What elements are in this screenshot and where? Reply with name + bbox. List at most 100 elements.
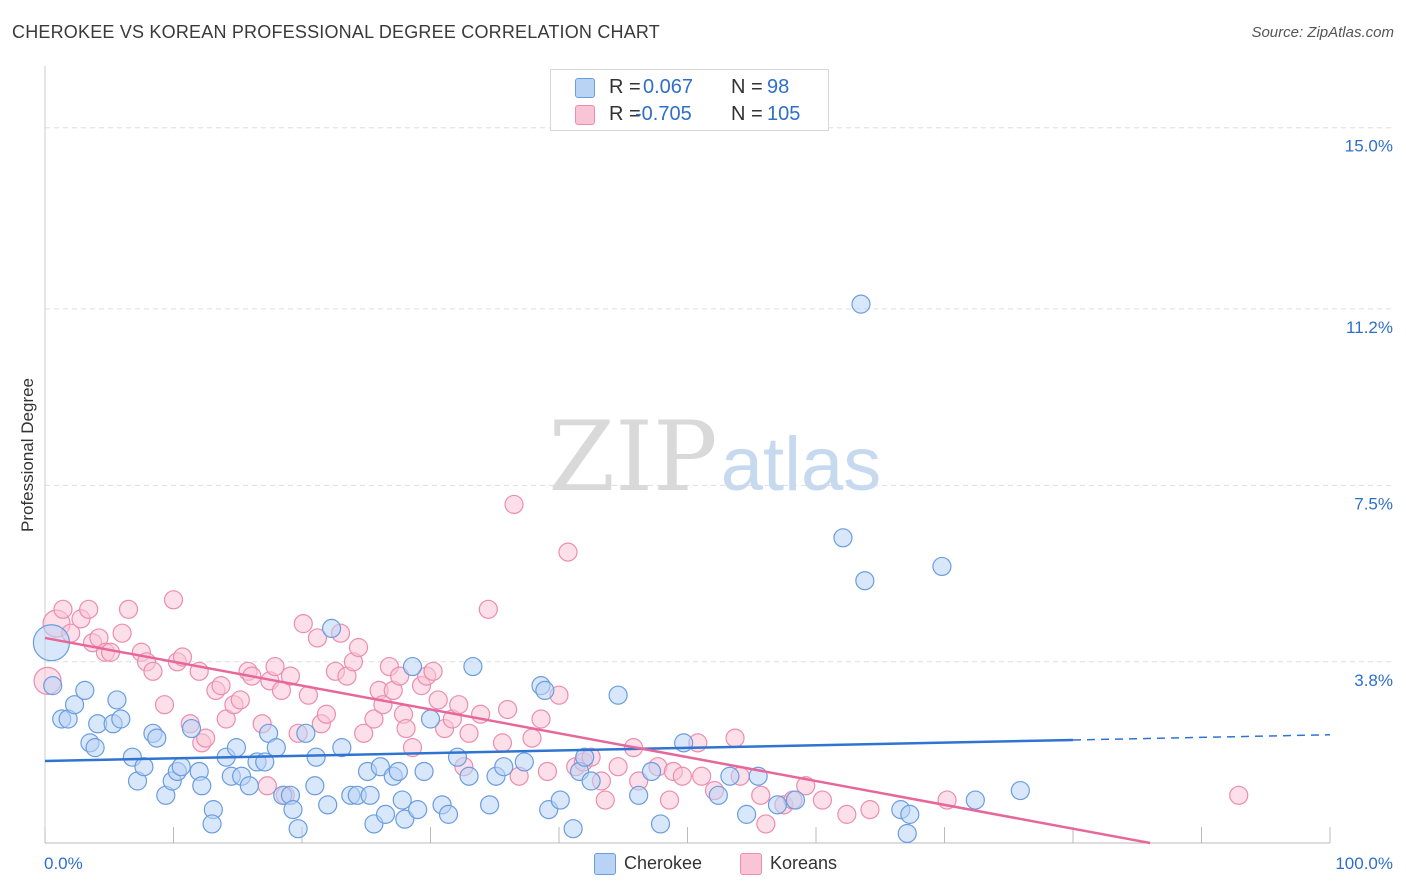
cherokee-point — [408, 800, 428, 820]
koreans-point — [196, 728, 216, 748]
koreans-point — [307, 628, 328, 648]
y-tick-label: 7.5% — [1354, 494, 1393, 513]
koreans-point — [659, 790, 680, 810]
koreans-point — [348, 637, 369, 658]
koreans-point — [692, 766, 712, 786]
koreans-point — [558, 542, 578, 562]
cherokee-point — [85, 738, 105, 758]
cherokee-point — [402, 656, 423, 677]
legend-swatch-cherokee — [594, 853, 616, 875]
cherokee-point — [134, 757, 154, 777]
koreans-point — [608, 757, 628, 777]
koreans-point — [595, 790, 615, 810]
legend-r-value: 0.067 — [643, 76, 694, 98]
cherokee-point — [629, 785, 649, 805]
x-tick-label: 0.0% — [44, 854, 83, 873]
legend-swatch-koreans — [740, 853, 762, 875]
cherokee-trend-extension — [1072, 733, 1331, 741]
cherokee-point — [438, 804, 459, 824]
koreans-point — [402, 738, 423, 758]
legend-n-value: 105 — [767, 103, 801, 125]
cherokee-point — [239, 776, 259, 796]
koreans-series — [33, 494, 1249, 834]
tick-labels: 3.8% 7.5% 11.2% 15.0% 0.0% 100.0% — [44, 137, 1393, 873]
cherokee-point — [932, 556, 952, 577]
koreans-point — [280, 666, 301, 686]
cherokee-point — [202, 814, 222, 834]
cherokee-point — [370, 757, 390, 777]
cherokee-point — [851, 294, 871, 314]
koreans-point — [837, 804, 857, 824]
legend-n-value: 98 — [767, 76, 790, 98]
y-tick-label: 3.8% — [1354, 671, 1393, 690]
cherokee-point — [1010, 780, 1030, 801]
koreans-point — [672, 766, 692, 786]
koreans-point — [354, 723, 374, 743]
cherokee-point — [480, 795, 500, 815]
cherokee-point — [296, 723, 316, 743]
koreans-point — [428, 690, 448, 710]
koreans-point — [53, 599, 73, 619]
cherokee-point — [171, 757, 191, 777]
koreans-point — [211, 676, 231, 696]
cherokee-point — [414, 761, 434, 782]
grid — [45, 127, 1395, 663]
koreans-point — [522, 728, 542, 748]
cherokee-point — [447, 747, 468, 767]
legend-swatch-koreans — [575, 105, 595, 125]
cherokee-point — [608, 685, 628, 705]
cherokee-point — [107, 690, 127, 710]
cherokee-point — [375, 804, 396, 824]
koreans-point — [293, 614, 313, 634]
legend-row-koreans: R = -0.705 N = 105 — [551, 101, 828, 127]
koreans-point — [1229, 785, 1249, 805]
x-tick-label: 100.0% — [1335, 854, 1393, 873]
correlation-legend: R = 0.067 N = 98 R = -0.705 N = 105 — [550, 69, 829, 131]
cherokee-point — [641, 761, 662, 782]
cherokee-point — [147, 728, 167, 748]
cherokee-point — [43, 676, 63, 696]
legend-r-value: -0.705 — [635, 103, 692, 125]
koreans-point — [143, 661, 163, 681]
cherokee-point — [395, 809, 415, 829]
cherokee-point — [192, 776, 212, 796]
cherokee-point — [575, 747, 595, 767]
cherokee-point — [494, 757, 514, 777]
legend-r-label: R = — [609, 76, 641, 98]
koreans-point — [79, 599, 99, 619]
cherokee-point — [785, 790, 806, 810]
axes — [44, 66, 1331, 844]
koreans-point — [265, 656, 285, 677]
cherokee-point — [563, 819, 583, 839]
koreans-point — [812, 790, 833, 810]
koreans-point — [492, 733, 513, 753]
cherokee-point — [181, 718, 202, 739]
cherokee-point — [514, 752, 534, 772]
cherokee-point — [226, 738, 247, 758]
koreans-point — [390, 666, 410, 686]
legend-n-label: N = — [731, 103, 763, 125]
koreans-point — [396, 718, 416, 739]
cherokee-point — [75, 680, 95, 701]
cherokee-point — [900, 804, 920, 824]
cherokee-point — [420, 709, 441, 729]
cherokee-point — [463, 656, 483, 677]
cherokee-point — [360, 785, 380, 805]
legend-label-koreans: Koreans — [770, 853, 838, 873]
source-label: Source: ZipAtlas.com — [1251, 24, 1394, 41]
legend-swatch-cherokee — [575, 78, 595, 98]
cherokee-point — [581, 771, 601, 791]
cherokee-point — [767, 795, 788, 815]
cherokee-point — [855, 571, 875, 591]
cherokee-point — [737, 804, 757, 824]
cherokee-point — [266, 738, 286, 758]
cherokee-point — [720, 766, 740, 786]
cherokee-point — [305, 776, 325, 796]
cherokee-point — [650, 814, 671, 834]
cherokee-point — [111, 709, 131, 729]
koreans-point — [725, 728, 745, 748]
koreans-point — [257, 776, 277, 796]
koreans-point — [154, 695, 175, 715]
cherokee-point — [321, 618, 342, 639]
